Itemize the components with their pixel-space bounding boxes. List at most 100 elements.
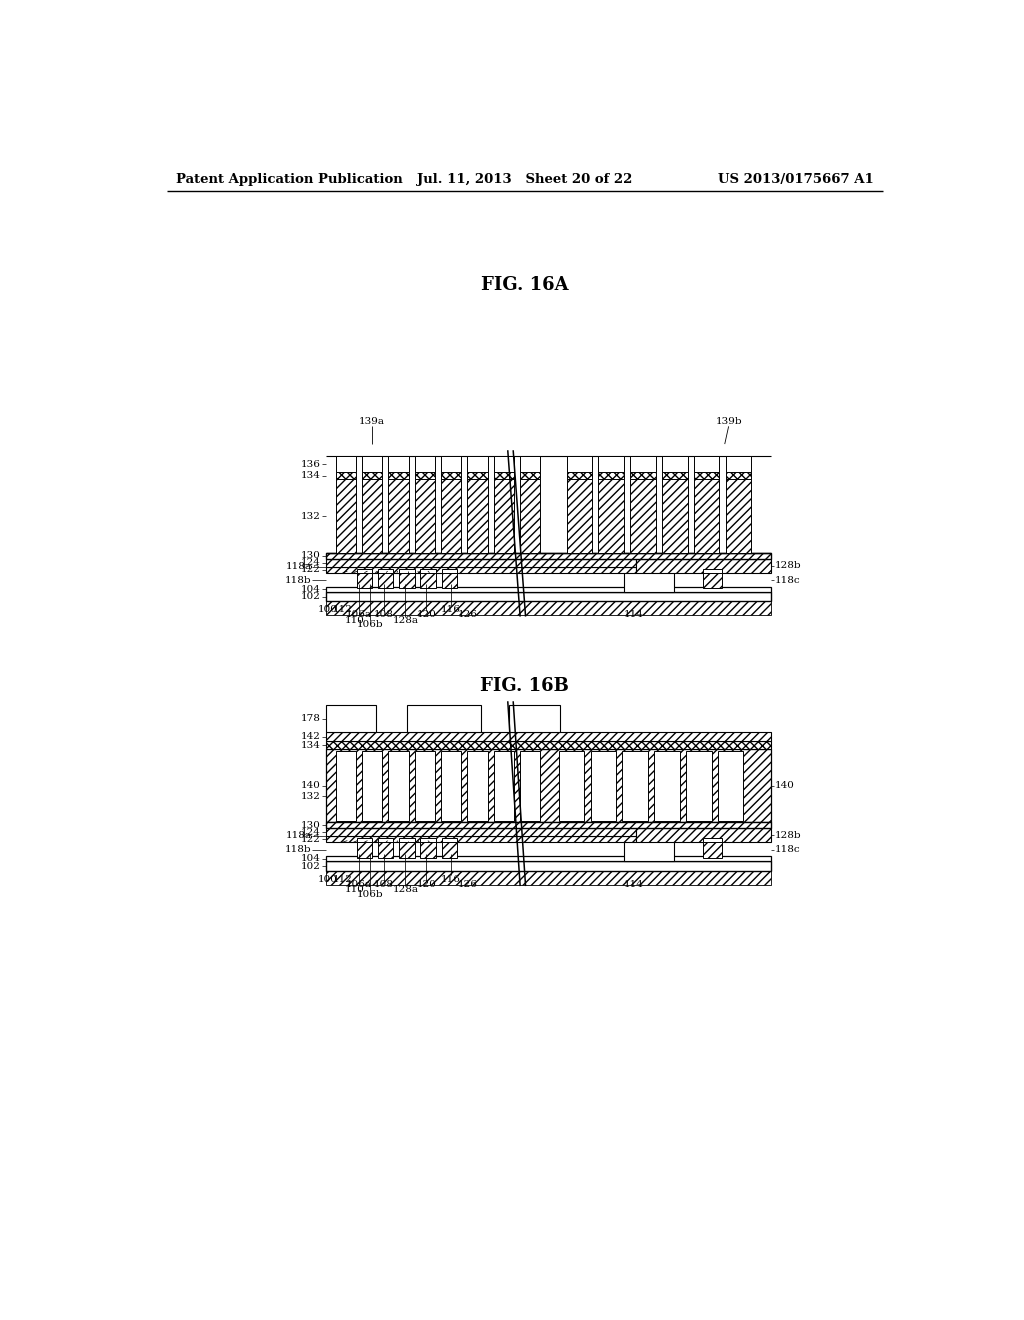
Text: 114: 114 [624, 880, 643, 888]
Bar [467, 479, 487, 553]
Text: 110: 110 [344, 615, 365, 624]
Text: 118b: 118b [285, 576, 311, 585]
Bar [467, 751, 487, 821]
Bar [362, 479, 382, 553]
Text: 128b: 128b [775, 830, 802, 840]
Bar [520, 479, 541, 553]
Text: 122: 122 [301, 834, 321, 843]
Bar [441, 751, 461, 821]
Bar [662, 471, 687, 479]
Text: 130: 130 [301, 821, 321, 830]
Bar [362, 457, 382, 471]
Bar [442, 569, 458, 573]
Bar [662, 457, 687, 471]
Bar [703, 842, 722, 858]
Text: 106b: 106b [356, 890, 383, 899]
Bar [686, 751, 712, 821]
Bar [494, 457, 514, 471]
Bar [566, 457, 592, 471]
Bar [336, 751, 356, 821]
Text: 128b: 128b [775, 561, 802, 570]
Bar [703, 838, 722, 842]
Bar [378, 569, 393, 573]
Bar [442, 838, 458, 842]
Bar [378, 842, 393, 858]
Bar [624, 841, 675, 862]
Bar [630, 457, 655, 471]
Bar [326, 822, 771, 829]
Bar [623, 751, 648, 821]
Text: 140: 140 [301, 781, 321, 791]
Text: 128a: 128a [392, 886, 419, 894]
Bar [726, 471, 751, 479]
Text: 124: 124 [301, 558, 321, 568]
Text: 126: 126 [458, 880, 477, 888]
Bar [693, 471, 719, 479]
Bar [326, 566, 636, 573]
Text: 139a: 139a [359, 417, 385, 425]
Bar [662, 479, 687, 553]
Text: 124: 124 [301, 828, 321, 837]
Text: FIG. 16B: FIG. 16B [480, 677, 569, 694]
Text: 178: 178 [301, 714, 321, 723]
Bar [326, 742, 771, 748]
Bar [388, 751, 409, 821]
Bar [693, 457, 719, 471]
Bar [326, 591, 771, 601]
Text: 106a: 106a [346, 880, 372, 888]
Text: Jul. 11, 2013   Sheet 20 of 22: Jul. 11, 2013 Sheet 20 of 22 [417, 173, 633, 186]
Bar [467, 457, 487, 471]
Bar [441, 479, 461, 553]
Text: 118a: 118a [286, 832, 311, 841]
Bar [407, 705, 480, 733]
Bar [726, 457, 751, 471]
Bar [399, 569, 415, 573]
Text: 142: 142 [301, 733, 321, 741]
Bar [630, 479, 655, 553]
Bar [326, 705, 376, 733]
Bar [442, 842, 458, 858]
Text: 122: 122 [301, 565, 321, 574]
Text: 100: 100 [318, 605, 338, 614]
Bar [399, 838, 415, 842]
Bar [467, 471, 487, 479]
Bar [654, 751, 680, 821]
Text: 116: 116 [441, 605, 461, 614]
Text: 108: 108 [374, 610, 393, 619]
Bar [598, 457, 624, 471]
Text: 134: 134 [301, 471, 321, 480]
Bar [718, 751, 743, 821]
Text: 118a: 118a [286, 562, 311, 572]
Bar [362, 471, 382, 479]
Bar [636, 829, 771, 842]
Text: 128a: 128a [392, 615, 419, 624]
Text: US 2013/0175667 A1: US 2013/0175667 A1 [718, 173, 873, 186]
Text: 136: 136 [301, 459, 321, 469]
Text: 112: 112 [333, 605, 352, 614]
Bar [442, 573, 458, 589]
Bar [415, 471, 435, 479]
Bar [494, 479, 514, 553]
Text: 102: 102 [301, 593, 321, 601]
Bar [420, 838, 435, 842]
Bar [520, 457, 541, 471]
Bar [441, 457, 461, 471]
Text: 140: 140 [775, 781, 795, 791]
Bar [326, 871, 771, 884]
Text: 126: 126 [458, 610, 477, 619]
Bar [326, 479, 771, 553]
Text: 134: 134 [301, 741, 321, 750]
Text: 118b: 118b [285, 845, 311, 854]
Bar [399, 842, 415, 858]
Bar [388, 479, 409, 553]
Text: 110: 110 [344, 886, 365, 894]
Text: 120: 120 [417, 880, 436, 888]
Bar [326, 733, 771, 742]
Bar [726, 479, 751, 553]
Bar [415, 479, 435, 553]
Text: 104: 104 [301, 585, 321, 594]
Bar [420, 573, 435, 589]
Bar [494, 471, 514, 479]
Bar [441, 471, 461, 479]
Bar [420, 569, 435, 573]
